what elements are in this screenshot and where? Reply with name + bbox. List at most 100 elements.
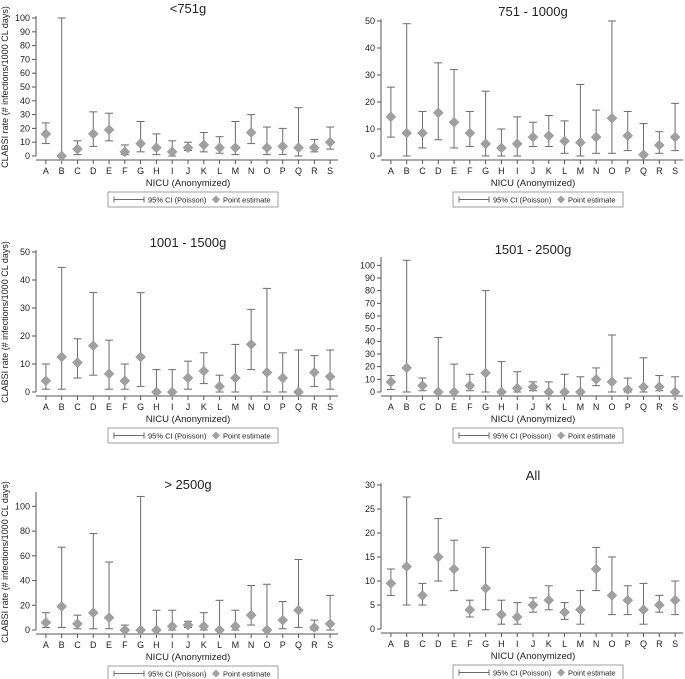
legend-errorbar-label: 95% CI (Poisson) (493, 432, 552, 441)
x-tick-label: I (171, 166, 174, 176)
x-tick-label: K (546, 166, 552, 176)
x-tick-label: N (593, 402, 600, 412)
point-estimate-B (401, 362, 413, 374)
x-tick-label: S (672, 166, 678, 176)
ci-errorbar-O (607, 556, 616, 616)
point-estimate-E (448, 563, 460, 575)
x-tick-label: E (106, 166, 112, 176)
point-estimate-D (87, 128, 99, 140)
x-tick-label: N (593, 166, 600, 176)
x-tick-label: F (122, 166, 128, 176)
y-tick-label: 0 (25, 387, 30, 397)
panel-title: > 2500g (164, 477, 211, 492)
x-tick-label: D (435, 166, 442, 176)
x-tick-label: Q (640, 166, 647, 176)
point-estimate-I (511, 611, 523, 623)
ci-errorbar-S (326, 349, 335, 390)
x-tick-label: M (232, 640, 240, 650)
y-tick-label: 20 (20, 600, 30, 610)
x-tick-label: J (186, 166, 191, 176)
y-tick-label: 20 (365, 97, 375, 107)
panel-2: 751 - 1000g 0 10 20 30 40 50 A B C D E F G H I J K L M N O P Q R… (365, 4, 683, 208)
legend-box (107, 427, 279, 444)
y-tick-label: 80 (20, 526, 30, 536)
x-tick-label: A (388, 166, 394, 176)
x-tick-label: K (546, 402, 552, 412)
y-tick-label: 100 (15, 13, 30, 23)
point-estimate-R (653, 139, 665, 151)
point-estimate-L (559, 135, 570, 147)
ci-errorbar-D (89, 292, 98, 376)
point-estimate-M (230, 142, 241, 154)
point-estimate-R (308, 142, 320, 154)
point-estimate-Q (293, 604, 304, 616)
point-estimate-N (590, 563, 602, 575)
x-tick-label: M (577, 402, 585, 412)
x-axis-label: NICU (Anonymized) (146, 414, 230, 425)
point-estimate-Q (638, 381, 649, 393)
ci-errorbar-E (105, 339, 114, 390)
legend-box (452, 191, 624, 208)
ci-errorbar-B (57, 17, 66, 157)
x-tick-label: J (186, 402, 191, 412)
point-estimate-I (511, 382, 523, 394)
x-tick-label: N (593, 639, 600, 649)
panel-title: 751 - 1000g (498, 4, 567, 19)
x-tick-label: C (419, 639, 426, 649)
point-estimate-K (543, 594, 555, 606)
y-tick-label: 20 (20, 331, 30, 341)
point-estimate-P (277, 140, 289, 152)
point-estimate-I (166, 146, 178, 158)
point-estimate-M (575, 604, 586, 616)
point-estimate-H (496, 609, 507, 620)
legend: 95% CI (Poisson) Point estimate (107, 191, 279, 208)
x-tick-label: K (546, 639, 552, 649)
y-axis-label: CLABSI rate (# infections/1000 CL days) (0, 481, 10, 643)
y-tick-label: 15 (365, 552, 375, 562)
point-estimate-S (324, 136, 336, 148)
point-estimate-A (40, 128, 52, 140)
legend-box (452, 664, 624, 679)
ci-errorbar-O (607, 20, 616, 154)
y-tick-label: 10 (20, 359, 30, 369)
point-estimate-M (575, 137, 586, 148)
legend-point-label: Point estimate (568, 432, 616, 441)
x-tick-label: I (171, 640, 174, 650)
point-estimate-I (166, 620, 178, 632)
legend-point-marker (212, 669, 220, 678)
legend-point-marker (557, 195, 565, 204)
point-estimate-E (448, 386, 460, 398)
x-tick-label: C (74, 166, 81, 176)
ci-errorbar-Q (639, 582, 648, 625)
point-estimate-A (40, 375, 52, 387)
x-tick-label: E (106, 640, 112, 650)
y-tick-label: 50 (365, 324, 375, 334)
x-tick-label: G (137, 166, 144, 176)
y-tick-label: 25 (365, 504, 375, 514)
y-tick-label: 60 (365, 311, 375, 321)
x-axis-label: NICU (Anonymized) (146, 178, 230, 189)
x-axis-label: NICU (Anonymized) (491, 178, 575, 189)
y-tick-label: 30 (20, 303, 30, 313)
legend-point-label: Point estimate (568, 669, 616, 678)
x-tick-label: E (451, 639, 457, 649)
point-estimate-H (151, 624, 162, 636)
point-estimate-L (214, 142, 225, 154)
point-estimate-B (56, 351, 68, 363)
legend-box (452, 427, 624, 444)
x-tick-label: A (43, 166, 49, 176)
x-tick-label: Q (295, 402, 302, 412)
point-estimate-L (559, 606, 570, 618)
point-estimate-P (622, 594, 634, 606)
x-tick-label: G (137, 640, 144, 650)
legend: 95% CI (Poisson) Point estimate (452, 191, 624, 208)
point-estimate-J (182, 142, 194, 154)
ci-errorbar-I (513, 116, 522, 157)
point-estimate-M (230, 620, 241, 632)
y-tick-label: 10 (20, 137, 30, 147)
point-estimate-F (464, 604, 476, 616)
point-estimate-S (669, 131, 681, 143)
x-tick-label: F (467, 402, 473, 412)
point-estimate-N (590, 131, 602, 143)
y-tick-label: 70 (20, 54, 30, 64)
